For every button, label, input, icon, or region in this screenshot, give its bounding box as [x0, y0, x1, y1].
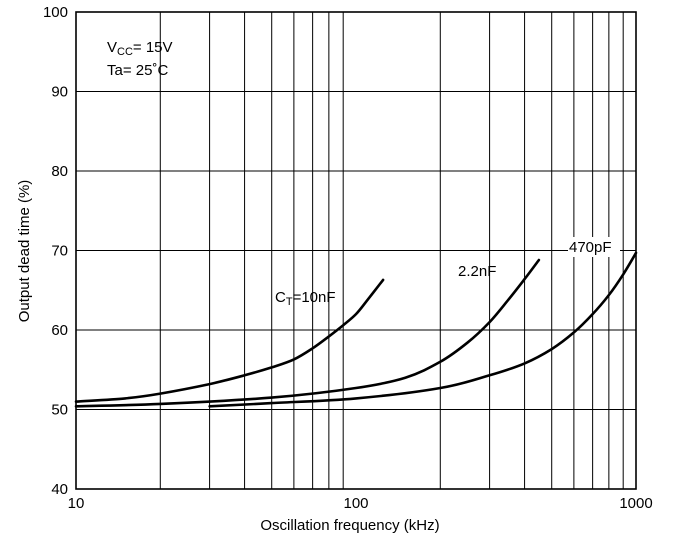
series-label-2-2nf: 2.2nF	[458, 263, 496, 280]
series-label-bg-470pf	[568, 237, 620, 257]
tick-labels: 10 100 1000 40 50 60 70 80 90 100	[43, 4, 653, 512]
y-tick-label: 100	[43, 4, 68, 21]
x-tick-label: 10	[68, 495, 85, 512]
conditions-annotation: VCC= 15V Ta= 25˚C	[107, 39, 173, 79]
y-tick-label: 80	[51, 163, 68, 180]
plot-frame	[75, 11, 637, 490]
vcc-annotation: VCC= 15V	[107, 39, 173, 58]
y-tick-label: 70	[51, 243, 68, 260]
y-tick-label: 60	[51, 322, 68, 339]
series-line-2	[208, 251, 638, 408]
x-axis-label: Oscillation frequency (kHz)	[260, 517, 439, 534]
series-line-1	[74, 258, 541, 408]
y-tick-label: 90	[51, 84, 68, 101]
series-label-470pf: 470pF	[569, 239, 612, 256]
y-tick-label: 50	[51, 402, 68, 419]
grid	[76, 12, 636, 489]
curves	[74, 251, 638, 408]
x-tick-label: 1000	[619, 495, 652, 512]
series-line-0	[74, 278, 385, 403]
x-tick-label: 100	[343, 495, 368, 512]
ta-annotation: Ta= 25˚C	[107, 62, 168, 79]
series-label-ct-10nf: CT=10nF	[275, 289, 336, 308]
y-axis-label: Output dead time (%)	[16, 180, 33, 323]
y-tick-label: 40	[51, 481, 68, 498]
series-labels: CT=10nF 2.2nF 470pF	[275, 237, 620, 308]
